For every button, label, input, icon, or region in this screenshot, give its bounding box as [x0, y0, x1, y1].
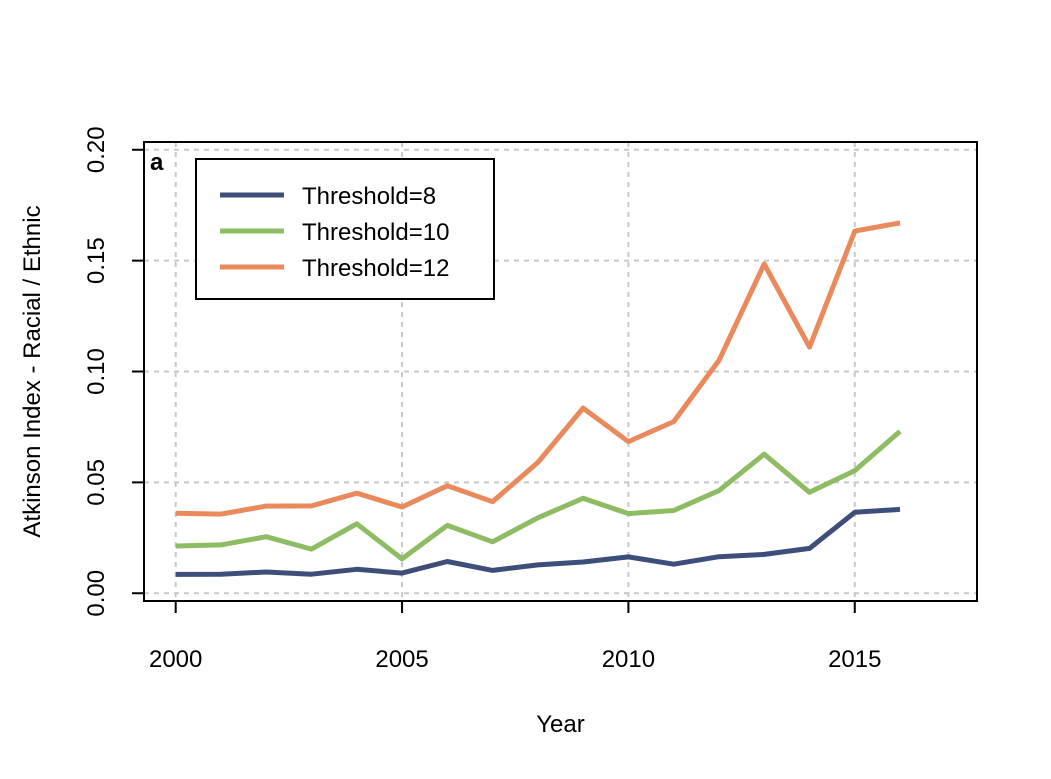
legend: Threshold=8 Threshold=10 Threshold=12: [195, 158, 495, 300]
series-line-2: [175, 429, 902, 562]
legend-label: Threshold=10: [302, 219, 449, 246]
x-axis-title: Year: [536, 711, 585, 738]
panel-letter: a: [150, 149, 164, 176]
y-tick-label: 0.00: [83, 570, 110, 617]
series-layer: [175, 220, 902, 577]
x-tick-label: 2015: [828, 646, 881, 673]
y-axis-title: Atkinson Index - Racial / Ethnic: [19, 205, 46, 537]
y-tick-label: 0.15: [83, 237, 110, 284]
series-line-1: [175, 506, 901, 577]
series-line-3: [175, 220, 901, 517]
legend-label: Threshold=8: [302, 183, 436, 210]
x-tick-label: 2005: [375, 646, 428, 673]
x-tick-label: 2010: [602, 646, 655, 673]
x-axis: 2000 2005 2010 2015: [149, 600, 881, 673]
y-axis: 0.00 0.05 0.10 0.15 0.20: [83, 126, 145, 617]
x-tick-label: 2000: [149, 646, 202, 673]
y-tick-label: 0.10: [83, 348, 110, 395]
y-tick-label: 0.20: [83, 126, 110, 173]
grid-layer: [144, 142, 977, 601]
y-tick-label: 0.05: [83, 459, 110, 506]
legend-label: Threshold=12: [302, 255, 449, 282]
